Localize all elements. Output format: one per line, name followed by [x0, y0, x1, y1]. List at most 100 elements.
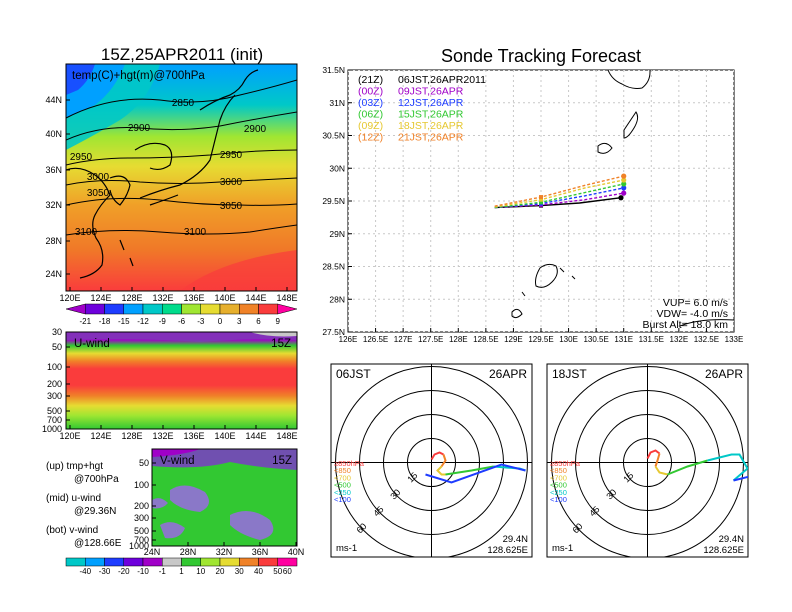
colorbar-label: 1	[179, 567, 184, 576]
track-x-label: 132.5E	[694, 335, 719, 344]
v-wind-label: V-wind	[160, 455, 195, 467]
track-endpoint	[621, 181, 627, 187]
track-x-label: 130.5E	[583, 335, 608, 344]
map-lat-label: 44N	[45, 95, 62, 105]
u-wind-label: U-wind	[74, 338, 110, 350]
colorbar-label: -12	[137, 317, 149, 326]
contour-label: 3100	[75, 227, 98, 238]
u-x-label: 148E	[276, 431, 297, 441]
track-line	[494, 183, 624, 209]
contour-label: 2850	[172, 98, 195, 109]
contour-label: 3050	[220, 201, 243, 212]
track-line	[494, 179, 624, 208]
panel-notes: (up) tmp+hgt @700hPa (mid) u-wind @29.36…	[46, 461, 122, 549]
track-marker	[539, 195, 543, 200]
hodograph-lat: 29.4N	[503, 534, 528, 545]
track-endpoint	[621, 190, 627, 196]
hodograph-segment	[654, 453, 661, 467]
colorbar-swatch	[142, 557, 163, 567]
v-y-label: 1000	[129, 541, 149, 551]
u-wind-frame	[65, 331, 298, 430]
track-line	[494, 197, 622, 209]
track-y-label: 28.5N	[322, 262, 345, 272]
colorbar-swatch	[258, 303, 278, 315]
legend-value: 21JST,26APR	[398, 132, 464, 144]
u-y-label: 700	[47, 415, 62, 425]
hodograph-segment	[646, 449, 661, 459]
height-contours	[66, 79, 297, 236]
hodograph-trace	[646, 449, 748, 482]
colorbar-swatch	[85, 303, 105, 315]
temperature-colorbar: -21 -18 -15 -12 -9 -6 -3 0 3 6 9	[65, 303, 298, 326]
track-line	[494, 192, 624, 209]
v-wind-field	[152, 449, 297, 546]
track-x-ticks: 126E 126.5E 127E 127.5E 128E 128.5E 129E 129.5E…	[339, 328, 743, 344]
v-y-label: 100	[134, 480, 149, 490]
map-lon-label: 120E	[59, 293, 80, 303]
colorbar-label: -21	[79, 317, 91, 326]
u-x-label: 124E	[90, 431, 111, 441]
v-x-label: 28N	[180, 547, 197, 557]
track-x-label: 126.5E	[363, 335, 388, 344]
legend-key: (06Z)	[358, 109, 383, 121]
hodograph-date: 26APR	[489, 367, 527, 381]
hodograph-legend-item: ≥850hPa	[334, 459, 365, 468]
colorbar-swatch	[200, 557, 221, 567]
track-y-ticks: 31.5N 31N 30.5N 30N 29.5N 29N 28.5N 28N 27.5N	[322, 65, 352, 337]
legend-key: (00Z)	[358, 86, 383, 98]
map-lat-label: 32N	[45, 200, 62, 210]
hodograph-segment	[445, 465, 494, 476]
track-endpoint	[621, 177, 627, 183]
param-line: Burst Alt= 18.0 km	[643, 319, 729, 331]
hodograph-legend-item: <700	[334, 473, 351, 482]
colorbar-label: -30	[99, 567, 111, 576]
colorbar-swatch	[162, 303, 182, 315]
map-lat-label: 28N	[45, 236, 62, 246]
v-x-label: 32N	[216, 547, 233, 557]
colorbar-swatch	[142, 303, 163, 315]
legend-key: (03Z)	[358, 97, 383, 109]
map-lat-ticks: 44N 40N 36N 32N 28N 24N	[45, 95, 70, 279]
u-x-label: 144E	[245, 431, 266, 441]
v-wind-time: 15Z	[272, 455, 292, 467]
u-y-label: 100	[47, 362, 62, 372]
hodograph-segment	[654, 465, 668, 476]
u-y-label: 50	[52, 342, 62, 352]
track-legend: (21Z) 06JST,26APR2011 (00Z) 09JST,26APR (03Z…	[358, 74, 486, 144]
hodograph-trace	[425, 451, 526, 484]
track-x-label: 128.5E	[473, 335, 498, 344]
hodograph-lon: 128.625E	[703, 545, 744, 556]
track-endpoint	[618, 195, 624, 201]
hodograph-legend-item: <500	[334, 481, 351, 490]
hodograph-unit: ms-1	[552, 543, 573, 554]
u-y-label: 30	[52, 327, 62, 337]
contour-label: 2950	[70, 152, 93, 163]
contour-label: 2900	[244, 124, 267, 135]
hodograph-legend-item: <100	[334, 495, 351, 504]
hodograph-lat: 29.4N	[719, 534, 744, 545]
hodograph-time: 06JST	[336, 367, 371, 381]
colorbar-swatch	[277, 557, 298, 567]
colorbar-label: 9	[276, 317, 281, 326]
tracking-title: Sonde Tracking Forecast	[441, 46, 641, 66]
colorbar-swatch	[181, 557, 201, 567]
track-x-label: 128E	[449, 335, 468, 344]
track-x-label: 127.5E	[418, 335, 443, 344]
colorbar-swatch	[65, 303, 86, 315]
colorbar-swatch	[258, 557, 278, 567]
colorbar-label: -6	[178, 317, 186, 326]
v-y-label: 300	[134, 513, 149, 523]
v-y-label: 50	[139, 458, 149, 468]
hodograph-segment	[733, 475, 748, 482]
v-wind-x-ticks: 24N 28N 32N 36N 40N	[144, 542, 304, 557]
colorbar-label: 40	[254, 567, 263, 576]
colorbar-swatch	[239, 303, 259, 315]
track-x-label: 131.5E	[639, 335, 664, 344]
hodograph-time: 18JST	[552, 367, 587, 381]
map-frame	[65, 63, 298, 292]
track-y-label: 28N	[329, 294, 345, 304]
note-line: (mid) u-wind	[46, 493, 101, 504]
u-x-label: 120E	[59, 431, 80, 441]
